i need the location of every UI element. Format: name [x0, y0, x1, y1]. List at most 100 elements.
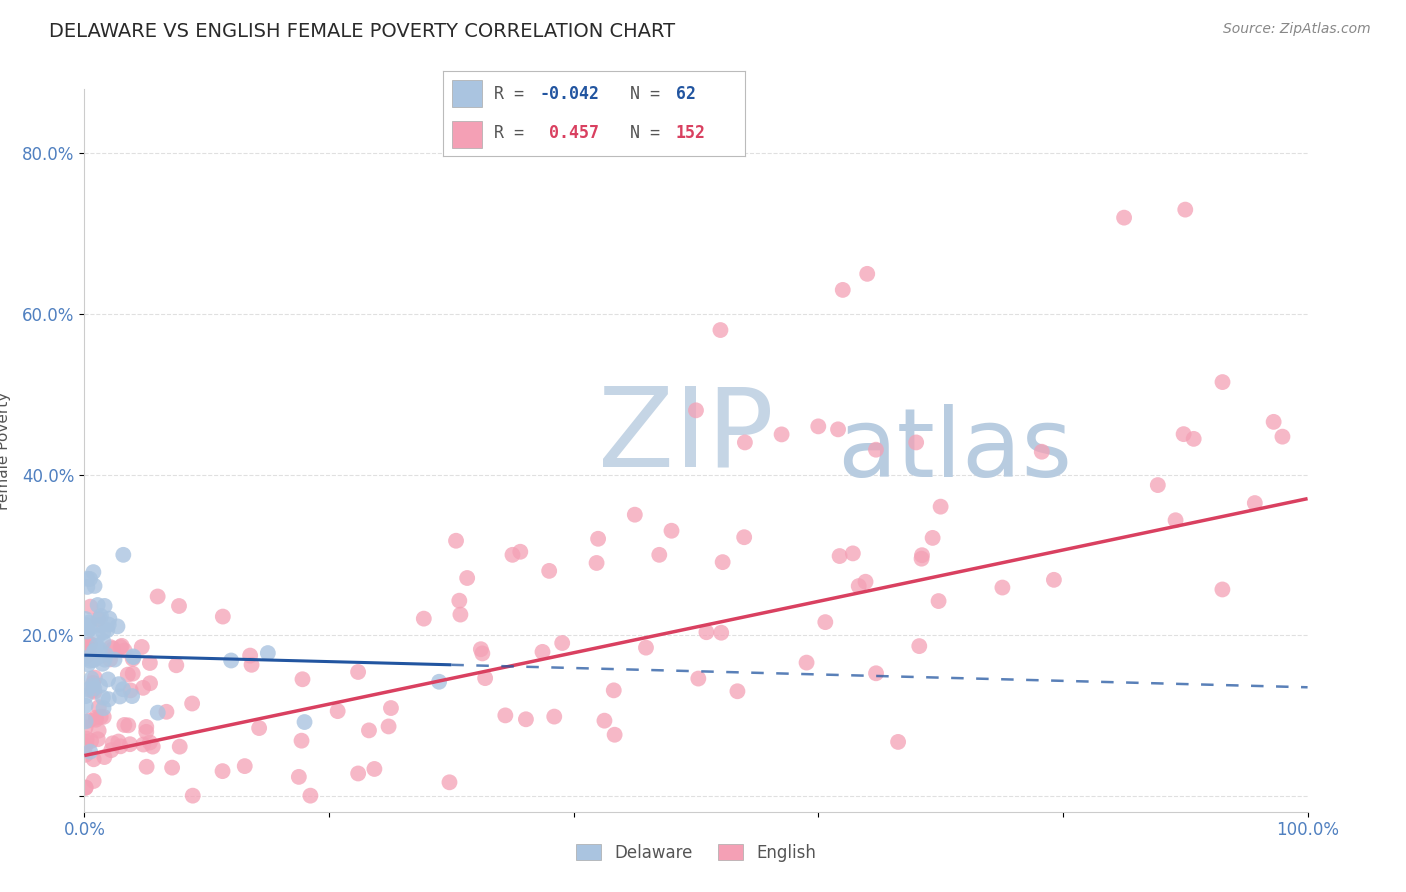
Point	[118, 737, 141, 751]
Point	[75, 780, 97, 795]
Point	[929, 500, 952, 514]
Point	[121, 666, 143, 681]
Point	[86, 598, 108, 612]
Point	[807, 419, 830, 434]
Point	[347, 766, 370, 780]
Point	[112, 548, 135, 562]
Point	[634, 640, 657, 655]
Point	[89, 612, 111, 626]
Point	[82, 565, 104, 579]
Point	[471, 647, 494, 661]
Point	[79, 654, 101, 668]
Point	[87, 612, 110, 626]
Point	[82, 678, 104, 692]
Point	[1211, 582, 1233, 597]
Point	[76, 682, 98, 697]
Point	[107, 619, 129, 633]
Point	[87, 629, 110, 643]
Point	[603, 683, 626, 698]
Point	[363, 762, 385, 776]
Point	[1031, 444, 1053, 458]
Point	[167, 599, 190, 613]
Point	[247, 721, 270, 735]
Point	[502, 548, 524, 562]
Point	[648, 548, 671, 562]
Point	[991, 581, 1014, 595]
Point	[796, 656, 818, 670]
Point	[1182, 432, 1205, 446]
Point	[1043, 573, 1066, 587]
Point	[449, 593, 471, 607]
Point	[112, 718, 135, 732]
Point	[76, 620, 98, 634]
Point	[84, 711, 107, 725]
Point	[1114, 211, 1136, 225]
Point	[83, 774, 105, 789]
Point	[77, 615, 100, 630]
Point	[357, 723, 380, 738]
Point	[93, 634, 115, 648]
Point	[83, 645, 105, 659]
Point	[80, 672, 103, 686]
Point	[75, 618, 97, 632]
Point	[82, 683, 104, 698]
Point	[93, 599, 115, 613]
Point	[538, 564, 561, 578]
Point	[75, 735, 97, 749]
Point	[734, 435, 756, 450]
Point	[131, 640, 153, 654]
Point	[165, 658, 187, 673]
Point	[1243, 496, 1265, 510]
Point	[94, 648, 117, 662]
Point	[1174, 202, 1197, 217]
Point	[585, 556, 607, 570]
Point	[84, 651, 107, 665]
Point	[76, 624, 98, 639]
Point	[709, 323, 731, 337]
Point	[100, 743, 122, 757]
Point	[83, 681, 105, 696]
Point	[90, 609, 112, 624]
Point	[117, 718, 139, 732]
Point	[90, 709, 112, 723]
Point	[412, 612, 434, 626]
Point	[79, 572, 101, 586]
Point	[624, 508, 647, 522]
Point	[93, 653, 115, 667]
Point	[87, 732, 110, 747]
Point	[75, 714, 97, 729]
Point	[543, 709, 565, 723]
Point	[107, 734, 129, 748]
Point	[294, 714, 316, 729]
Point	[1211, 375, 1233, 389]
Point	[76, 731, 98, 746]
Point	[110, 640, 132, 654]
Point	[77, 657, 100, 672]
Point	[685, 403, 707, 417]
Point	[79, 638, 101, 652]
Point	[91, 690, 114, 705]
Point	[733, 530, 755, 544]
Point	[89, 642, 111, 657]
Point	[551, 636, 574, 650]
Point	[111, 639, 134, 653]
Point	[75, 689, 97, 703]
Point	[856, 267, 879, 281]
Point	[444, 533, 467, 548]
Point	[86, 639, 108, 653]
Text: ZIP: ZIP	[598, 383, 773, 490]
Point	[79, 637, 101, 651]
Point	[91, 625, 114, 640]
Point	[107, 677, 129, 691]
Point	[494, 708, 516, 723]
Point	[688, 672, 710, 686]
Point	[103, 641, 125, 656]
Point	[181, 789, 204, 803]
Point	[928, 594, 950, 608]
Point	[79, 646, 101, 660]
Point	[75, 651, 97, 665]
Text: 62: 62	[676, 86, 696, 103]
Point	[661, 524, 683, 538]
Point	[1164, 513, 1187, 527]
Text: Source: ZipAtlas.com: Source: ZipAtlas.com	[1223, 22, 1371, 37]
